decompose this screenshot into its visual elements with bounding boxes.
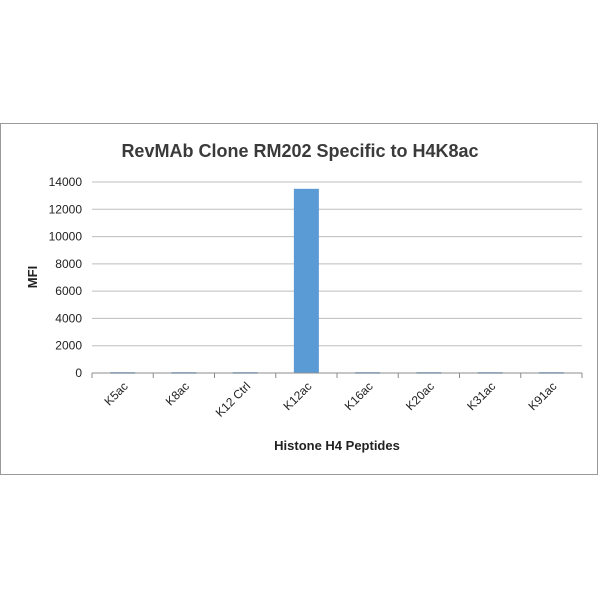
bars [110, 188, 564, 374]
x-tick-label: K12ac [281, 379, 315, 413]
y-tick-label: 14000 [49, 175, 83, 189]
x-tick-marks [91, 373, 583, 378]
x-tick-label: K31ac [464, 379, 498, 413]
y-tick-label: 12000 [49, 202, 83, 216]
x-tick-label: K16ac [342, 379, 376, 413]
x-tick-label: K12 Ctrl [213, 379, 254, 420]
y-axis-title: MFI [25, 266, 40, 288]
grid-lines [92, 181, 582, 347]
y-tick-label: 10000 [49, 230, 83, 244]
x-axis-title: Histone H4 Peptides [274, 438, 400, 453]
x-tick-label: K91ac [526, 379, 560, 413]
y-tick-label: 4000 [55, 311, 82, 325]
y-tick-label: 8000 [55, 257, 82, 271]
x-tick-label: K5ac [102, 379, 131, 408]
y-tick-label: 0 [75, 366, 82, 380]
y-tick-label: 6000 [55, 284, 82, 298]
x-tick-label: K8ac [163, 379, 192, 408]
y-tick-label: 2000 [55, 339, 82, 353]
y-tick-labels: 0 2000 4000 6000 8000 10000 12000 14000 [49, 175, 83, 380]
bar-k12ac [293, 188, 319, 373]
x-tick-label: K20ac [403, 379, 437, 413]
x-tick-labels: K5ac K8ac K12 Ctrl K12ac K16ac K20ac K31ac K91a… [102, 379, 560, 420]
chart-title: RevMAb Clone RM202 Specific to H4K8ac [121, 141, 478, 161]
